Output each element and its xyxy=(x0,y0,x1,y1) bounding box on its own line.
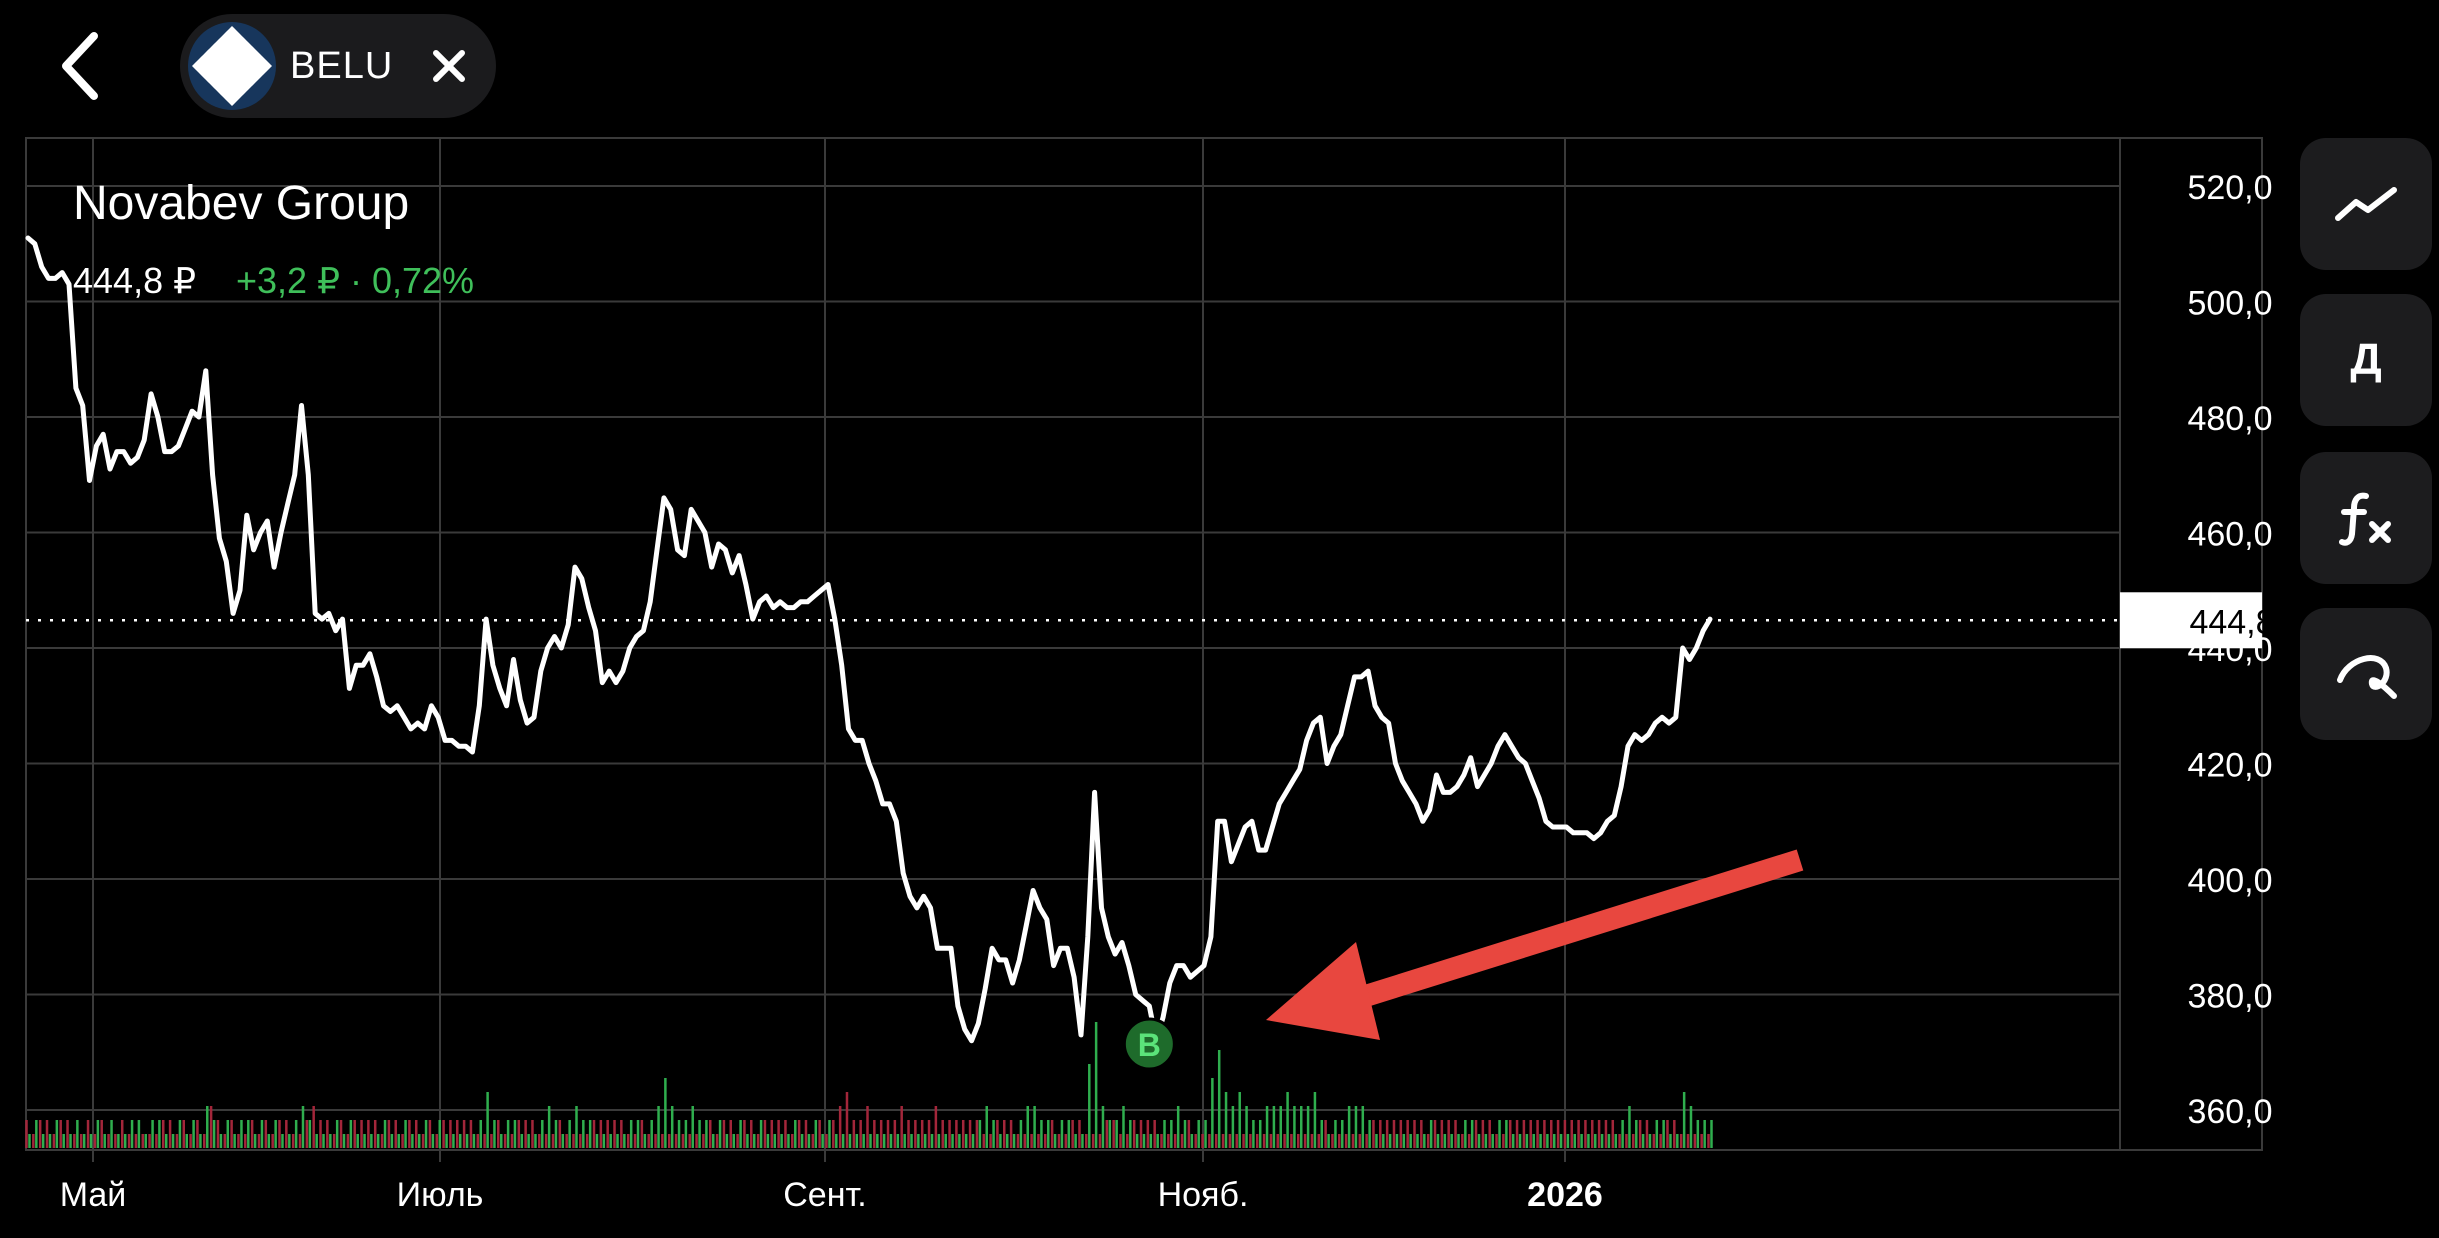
period-button[interactable]: Д xyxy=(2300,294,2432,426)
y-tick-label: 400,0 xyxy=(2187,862,2272,900)
company-logo-icon xyxy=(188,22,276,110)
y-tick-label: 480,0 xyxy=(2187,400,2272,438)
instrument-change: +3,2 ₽ · 0,72% xyxy=(236,260,475,301)
price-line xyxy=(25,235,1713,1044)
x-tick-label: Июль xyxy=(397,1176,484,1214)
close-icon xyxy=(433,50,466,82)
annotation-arrow-head xyxy=(1266,942,1380,1040)
function-icon xyxy=(2339,492,2391,546)
indicators-button[interactable] xyxy=(2300,452,2432,584)
y-tick-label: 380,0 xyxy=(2187,978,2272,1016)
y-tick-label: 440,0 xyxy=(2187,631,2272,669)
y-tick-label: 500,0 xyxy=(2187,285,2272,323)
period-label: Д xyxy=(2350,335,2382,384)
instrument-price: 444,8 ₽ xyxy=(73,260,196,301)
x-tick-label: Нояб. xyxy=(1158,1176,1249,1214)
buy-marker[interactable] xyxy=(1122,1017,1176,1071)
annotation-arrow-shaft xyxy=(1336,849,1804,1015)
y-tick-label: 420,0 xyxy=(2187,747,2272,785)
current-price-box xyxy=(2120,592,2262,649)
ticker-chip[interactable]: BELU xyxy=(180,14,496,118)
back-button[interactable] xyxy=(40,22,120,110)
y-tick-label: 360,0 xyxy=(2187,1093,2272,1131)
x-tick-label: Май xyxy=(60,1176,127,1214)
buy-marker-label: B xyxy=(1138,1027,1161,1063)
chart-type-button[interactable] xyxy=(2300,138,2432,270)
close-button[interactable] xyxy=(427,44,471,88)
instrument-name: Novabev Group xyxy=(73,177,410,230)
drawing-curve-icon xyxy=(2337,655,2397,699)
x-tick-label: Сент. xyxy=(783,1176,867,1214)
ticker-label: BELU xyxy=(290,44,394,87)
current-price-label: 444,8 xyxy=(2189,603,2274,641)
chevron-left-icon xyxy=(62,32,98,100)
line-chart-icon xyxy=(2335,187,2397,221)
x-tick-label: 2026 xyxy=(1527,1176,1603,1214)
y-tick-label: 520,0 xyxy=(2187,169,2272,207)
y-tick-label: 460,0 xyxy=(2187,516,2272,554)
drawing-button[interactable] xyxy=(2300,608,2432,740)
